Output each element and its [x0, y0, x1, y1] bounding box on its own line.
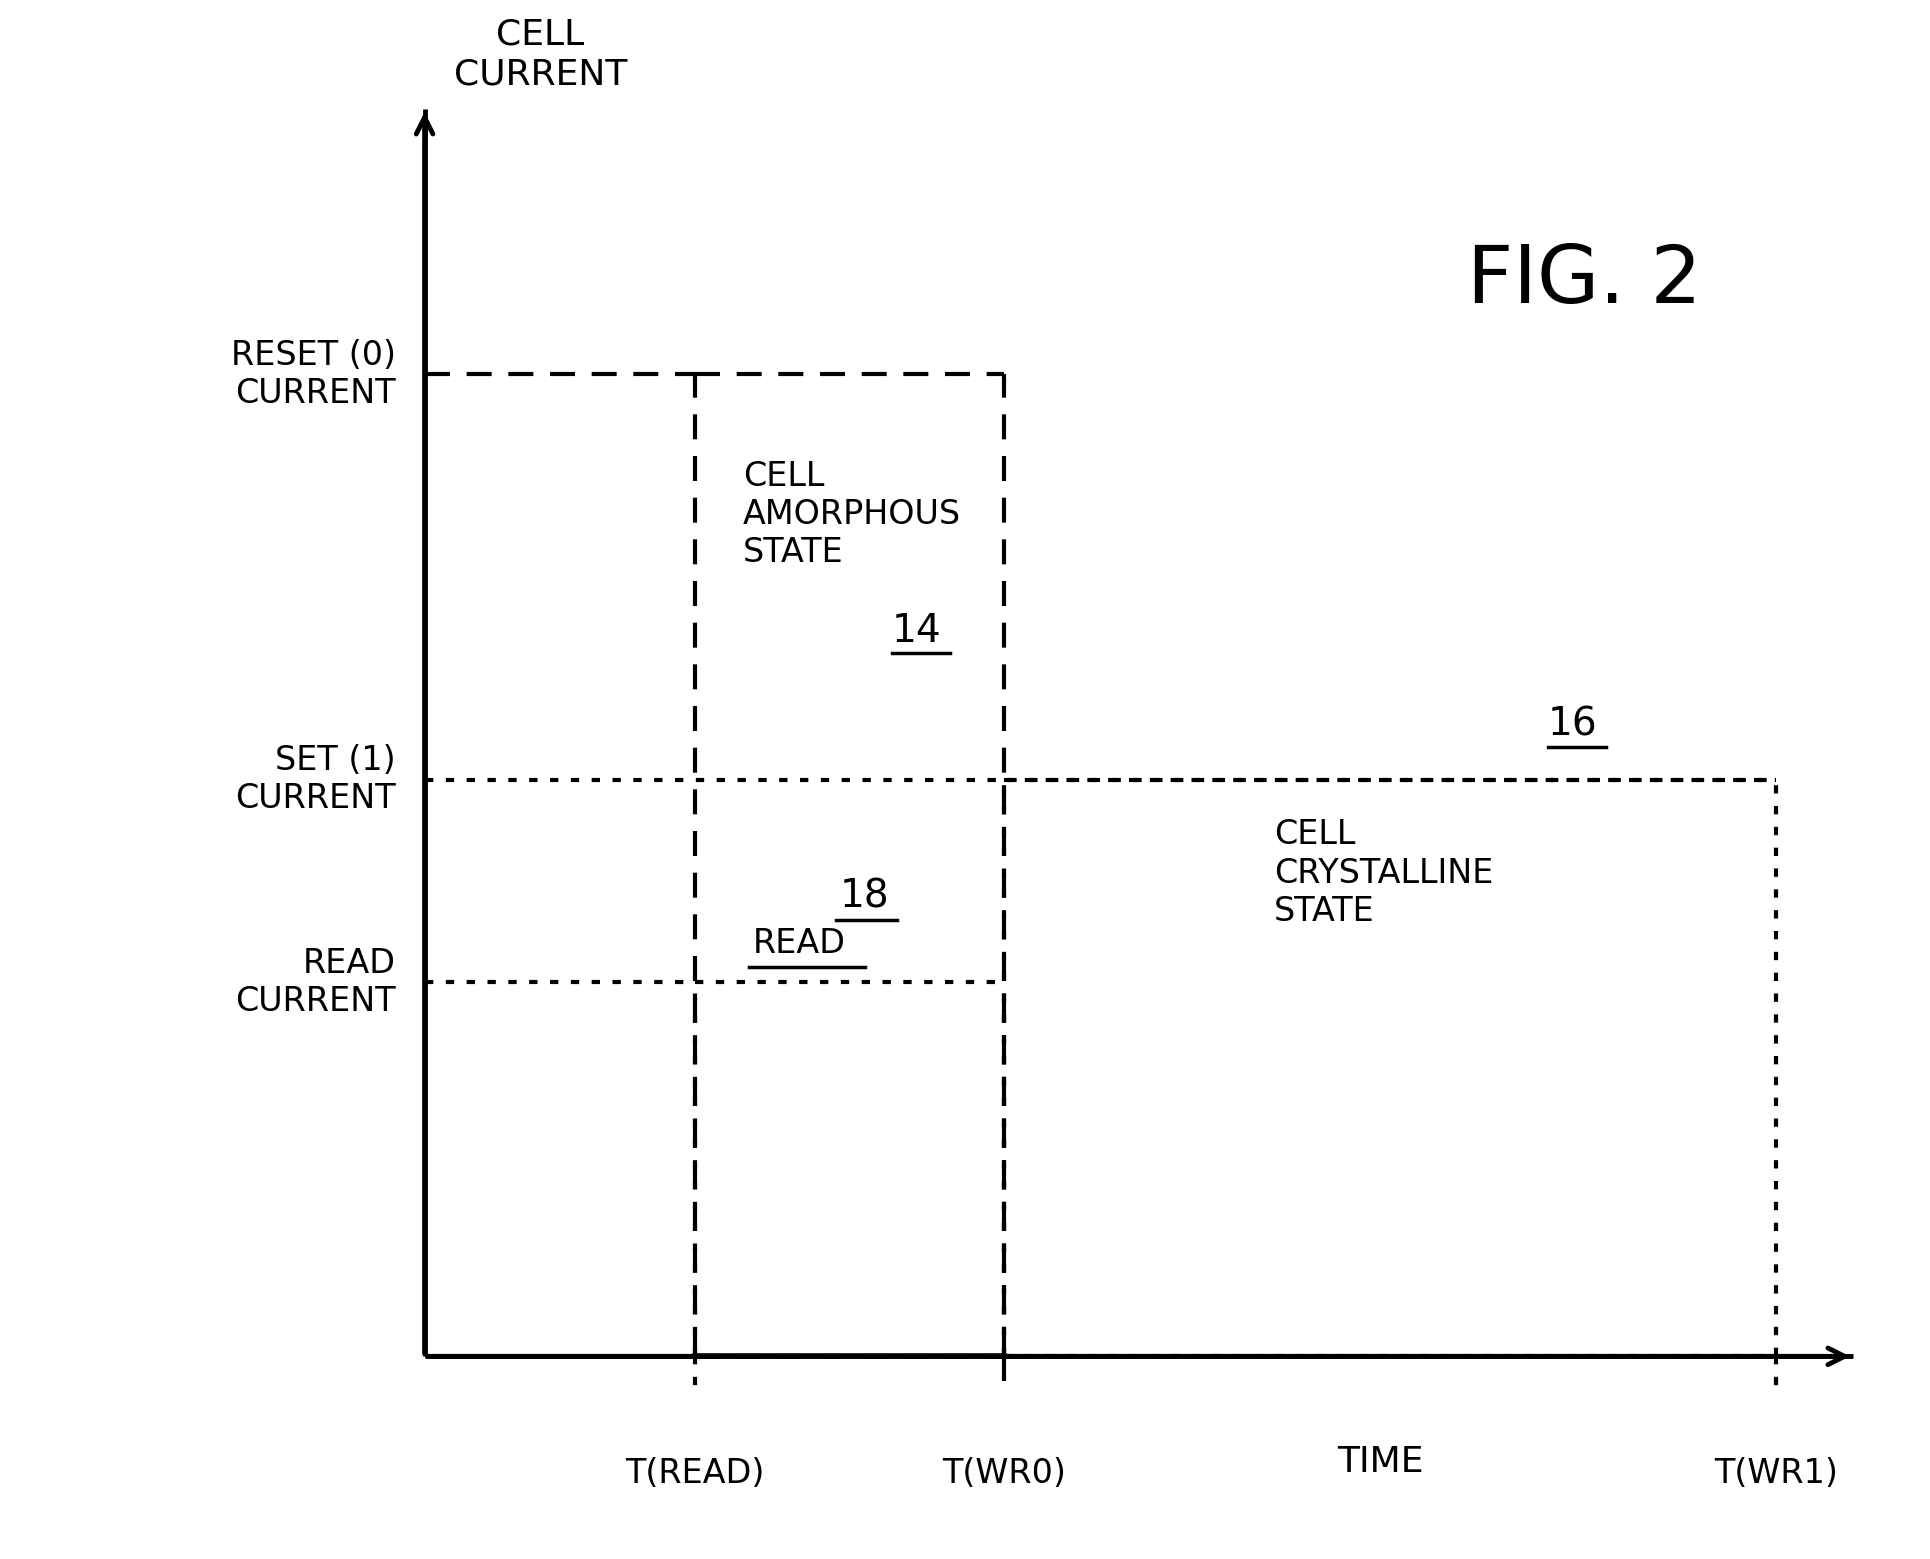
Text: T(READ): T(READ): [625, 1456, 764, 1490]
Text: CELL
CURRENT: CELL CURRENT: [454, 17, 627, 92]
Text: FIG. 2: FIG. 2: [1467, 242, 1702, 320]
Text: SET (1)
CURRENT: SET (1) CURRENT: [235, 744, 396, 815]
Text: CELL
AMORPHOUS
STATE: CELL AMORPHOUS STATE: [743, 460, 961, 569]
Text: CELL
CRYSTALLINE
STATE: CELL CRYSTALLINE STATE: [1274, 818, 1494, 928]
Text: 14: 14: [892, 613, 942, 650]
Text: READ
CURRENT: READ CURRENT: [235, 946, 396, 1018]
Text: READ: READ: [753, 926, 845, 960]
Text: TIME: TIME: [1337, 1445, 1422, 1479]
Text: T(WR0): T(WR0): [942, 1456, 1065, 1490]
Text: T(WR1): T(WR1): [1714, 1456, 1837, 1490]
Text: 16: 16: [1548, 706, 1598, 744]
Text: 18: 18: [840, 878, 890, 915]
Text: RESET (0)
CURRENT: RESET (0) CURRENT: [232, 338, 396, 410]
